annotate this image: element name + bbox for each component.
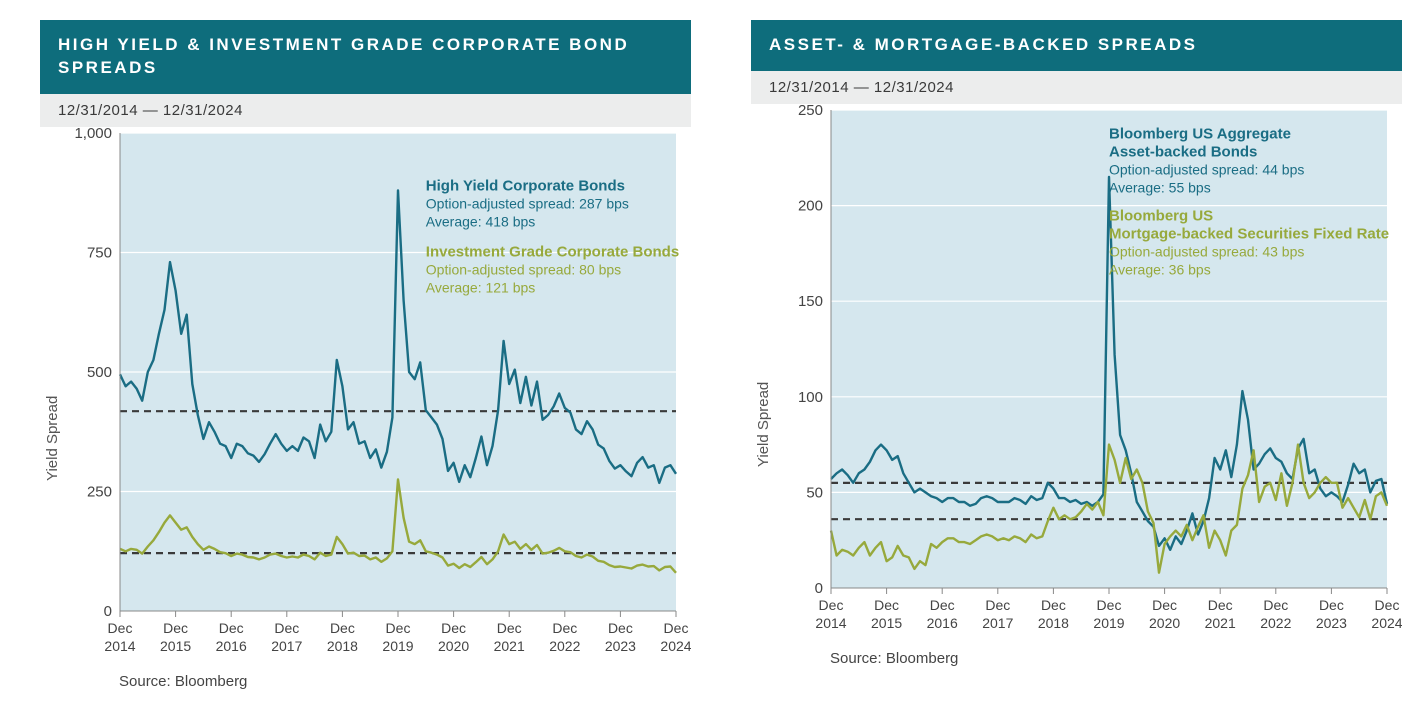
svg-text:Dec: Dec — [441, 620, 466, 636]
svg-text:Dec: Dec — [163, 620, 188, 636]
svg-text:Dec: Dec — [985, 597, 1010, 613]
svg-text:Dec: Dec — [608, 620, 633, 636]
svg-text:2020: 2020 — [438, 638, 469, 654]
svg-text:2021: 2021 — [1205, 615, 1236, 631]
source-label: Source: Bloomberg — [61, 667, 691, 690]
svg-text:Dec: Dec — [930, 597, 955, 613]
chart-title: HIGH YIELD & INVESTMENT GRADE CORPORATE … — [40, 20, 691, 94]
svg-text:Asset-backed Bonds: Asset-backed Bonds — [1109, 144, 1257, 161]
svg-text:2022: 2022 — [549, 638, 580, 654]
svg-text:Dec: Dec — [664, 620, 689, 636]
date-range: 12/31/2014 — 12/31/2024 — [751, 71, 1402, 104]
svg-text:2017: 2017 — [271, 638, 302, 654]
svg-text:2015: 2015 — [160, 638, 191, 654]
svg-text:2023: 2023 — [1316, 615, 1347, 631]
svg-text:Bloomberg US: Bloomberg US — [1109, 208, 1213, 225]
svg-text:Average: 55 bps: Average: 55 bps — [1109, 180, 1211, 196]
svg-text:250: 250 — [798, 104, 823, 119]
svg-text:100: 100 — [798, 389, 823, 406]
svg-text:200: 200 — [798, 198, 823, 215]
chart-area: Yield Spread 0 250 500 750 1,000 Dec 2014 Dec 20… — [40, 127, 691, 690]
source-label: Source: Bloomberg — [772, 644, 1402, 667]
svg-text:2022: 2022 — [1260, 615, 1291, 631]
svg-text:750: 750 — [87, 244, 112, 261]
svg-text:Dec: Dec — [497, 620, 522, 636]
svg-text:2024: 2024 — [1371, 615, 1402, 631]
svg-text:1,000: 1,000 — [74, 127, 112, 142]
svg-text:Dec: Dec — [1208, 597, 1233, 613]
svg-text:Dec: Dec — [819, 597, 844, 613]
svg-text:Dec: Dec — [1152, 597, 1177, 613]
svg-text:Average: 418 bps: Average: 418 bps — [426, 213, 536, 229]
svg-text:150: 150 — [798, 293, 823, 310]
panel-right: ASSET- & MORTGAGE-BACKED SPREADS 12/31/2… — [751, 20, 1402, 685]
date-range: 12/31/2014 — 12/31/2024 — [40, 94, 691, 127]
chart-title: ASSET- & MORTGAGE-BACKED SPREADS — [751, 20, 1402, 71]
svg-text:2020: 2020 — [1149, 615, 1180, 631]
svg-text:Dec: Dec — [552, 620, 577, 636]
svg-text:Dec: Dec — [1319, 597, 1344, 613]
svg-text:2018: 2018 — [327, 638, 358, 654]
svg-text:2016: 2016 — [216, 638, 247, 654]
svg-text:Option-adjusted spread: 44 bps: Option-adjusted spread: 44 bps — [1109, 162, 1304, 178]
svg-text:Dec: Dec — [274, 620, 299, 636]
svg-text:Dec: Dec — [1041, 597, 1066, 613]
svg-text:Dec: Dec — [1097, 597, 1122, 613]
svg-text:Bloomberg US Aggregate: Bloomberg US Aggregate — [1109, 126, 1291, 143]
svg-text:Option-adjusted spread: 287 bp: Option-adjusted spread: 287 bps — [426, 195, 629, 211]
svg-text:High Yield Corporate Bonds: High Yield Corporate Bonds — [426, 177, 625, 194]
svg-text:250: 250 — [87, 483, 112, 500]
svg-text:50: 50 — [806, 484, 823, 501]
svg-text:2019: 2019 — [382, 638, 413, 654]
svg-text:Average: 121 bps: Average: 121 bps — [426, 279, 536, 295]
svg-text:2016: 2016 — [927, 615, 958, 631]
y-axis-label: Yield Spread — [751, 104, 772, 685]
svg-text:Average: 36 bps: Average: 36 bps — [1109, 262, 1211, 278]
chart-area: Yield Spread 0 50 100 150 200 250 Dec 2014 Dec 20… — [751, 104, 1402, 685]
svg-text:2014: 2014 — [104, 638, 135, 654]
y-axis-label: Yield Spread — [40, 127, 61, 690]
svg-text:Dec: Dec — [1375, 597, 1400, 613]
chart-svg: 0 250 500 750 1,000 Dec 2014 Dec 2015 Dec 2016 Dec 2… — [61, 127, 691, 667]
svg-text:Mortgage-backed Securities Fix: Mortgage-backed Securities Fixed Rate — [1109, 226, 1389, 243]
svg-text:2018: 2018 — [1038, 615, 1069, 631]
svg-text:2024: 2024 — [660, 638, 691, 654]
svg-text:0: 0 — [104, 603, 112, 620]
svg-text:2019: 2019 — [1093, 615, 1124, 631]
svg-text:Dec: Dec — [108, 620, 133, 636]
svg-text:Option-adjusted spread: 43 bps: Option-adjusted spread: 43 bps — [1109, 244, 1304, 260]
svg-text:2017: 2017 — [982, 615, 1013, 631]
svg-text:Dec: Dec — [1263, 597, 1288, 613]
svg-text:Dec: Dec — [219, 620, 244, 636]
svg-text:Option-adjusted spread: 80 bps: Option-adjusted spread: 80 bps — [426, 261, 621, 277]
svg-text:Dec: Dec — [386, 620, 411, 636]
svg-text:0: 0 — [815, 580, 823, 597]
svg-text:2014: 2014 — [815, 615, 846, 631]
chart-svg: 0 50 100 150 200 250 Dec 2014 Dec 2015 Dec 2016 Dec 2… — [772, 104, 1402, 644]
svg-text:2015: 2015 — [871, 615, 902, 631]
svg-text:2021: 2021 — [494, 638, 525, 654]
svg-text:2023: 2023 — [605, 638, 636, 654]
svg-text:500: 500 — [87, 364, 112, 381]
panel-left: HIGH YIELD & INVESTMENT GRADE CORPORATE … — [40, 20, 691, 685]
svg-text:Investment Grade Corporate Bon: Investment Grade Corporate Bonds — [426, 243, 679, 260]
svg-text:Dec: Dec — [330, 620, 355, 636]
svg-text:Dec: Dec — [874, 597, 899, 613]
